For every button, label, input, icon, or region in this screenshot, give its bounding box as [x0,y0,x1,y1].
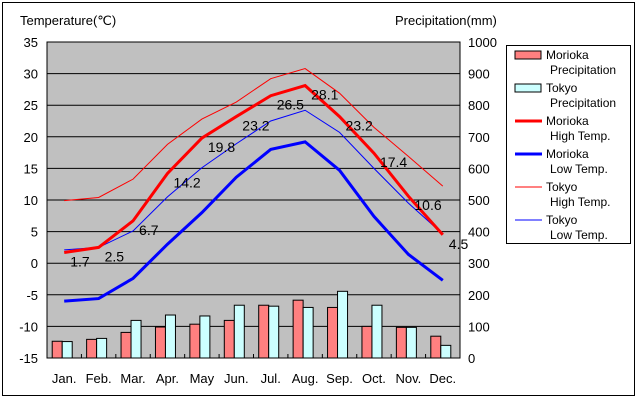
right-tick-label: 500 [468,193,490,208]
right-tick-label: 200 [468,288,490,303]
line-tokyo-high-temp- [64,67,444,202]
bar-tokyo-precipitation [268,305,280,359]
bar-tokyo-precipitation [164,314,176,359]
x-tick-label: Aug. [292,371,319,386]
legend-label: High Temp. [550,129,610,143]
bar-morioka-precipitation [292,299,304,359]
left-tick-label: 15 [24,161,38,176]
bar-tokyo-precipitation [199,315,211,359]
bar-tokyo-precipitation [96,337,108,359]
line-morioka-high-temp- [63,83,444,254]
data-label: 23.2 [242,118,269,134]
bar-morioka-precipitation [154,326,166,359]
x-tick-label: Apr. [156,371,179,386]
legend-label: Low Temp. [550,228,608,242]
data-label: 4.5 [449,236,469,252]
left-tick-label: 0 [31,256,38,271]
line-tokyo-low-temp- [64,109,444,251]
legend-label: High Temp. [550,195,610,209]
legend-label: Precipitation [550,96,616,110]
right-axis-title: Precipitation(mm) [395,13,497,28]
right-tick-label: 600 [468,161,490,176]
legend-label: Tokyo [546,81,578,95]
right-tick-label: 400 [468,225,490,240]
bar-morioka-precipitation [361,325,373,359]
bar-morioka-precipitation [395,326,407,359]
bar-morioka-precipitation [430,335,442,359]
x-tick-label: Sep. [326,371,353,386]
left-tick-label: -10 [19,319,38,334]
bar-morioka-precipitation [258,304,270,359]
legend-label: Morioka [546,114,589,128]
left-tick-label: -15 [19,351,38,366]
x-tick-label: Jul. [261,371,281,386]
data-label: 28.1 [311,87,338,103]
bar-tokyo-precipitation [440,344,452,359]
left-tick-label: 25 [24,98,38,113]
legend-label: Tokyo [546,213,578,227]
legend-swatch [514,50,542,60]
left-tick-label: 10 [24,193,38,208]
right-tick-label: 0 [468,351,475,366]
right-tick-label: 900 [468,67,490,82]
data-label: 19.8 [208,139,235,155]
x-tick-label: Oct. [362,371,386,386]
bar-morioka-precipitation [51,340,63,359]
bar-tokyo-precipitation [130,319,142,359]
legend-label: Tokyo [546,180,578,194]
data-label: 14.2 [173,174,200,190]
bar-morioka-precipitation [86,338,98,359]
data-label: 23.2 [346,118,373,134]
legend-box [506,45,631,244]
bar-morioka-precipitation [189,323,201,359]
data-label: 6.7 [139,222,159,238]
right-tick-label: 700 [468,130,490,145]
legend-label: Low Temp. [550,162,608,176]
right-tick-label: 1000 [468,35,497,50]
data-label: 2.5 [105,248,125,264]
data-label: 1.7 [70,253,90,269]
bar-morioka-precipitation [120,331,132,359]
x-tick-label: Feb. [86,371,112,386]
right-tick-label: 800 [468,98,490,113]
bar-tokyo-precipitation [61,341,73,359]
data-label: 10.6 [414,197,441,213]
left-tick-label: 5 [31,225,38,240]
bar-tokyo-precipitation [233,304,245,359]
legend-label: Morioka [546,48,589,62]
line-morioka-low-temp- [64,140,444,303]
legend-label: Morioka [546,147,589,161]
x-tick-label: Dec. [429,371,456,386]
x-tick-label: Jan. [52,371,77,386]
left-axis-title: Temperature(℃) [20,13,116,28]
x-tick-label: Mar. [120,371,145,386]
data-label: 26.5 [277,97,304,113]
bar-morioka-precipitation [327,306,339,359]
bar-tokyo-precipitation [371,304,383,359]
left-tick-label: 30 [24,67,38,82]
x-tick-label: Nov. [395,371,421,386]
left-tick-label: 35 [24,35,38,50]
right-tick-label: 300 [468,256,490,271]
bar-morioka-precipitation [223,319,235,359]
x-tick-label: Jun. [224,371,249,386]
left-tick-label: -5 [26,288,38,303]
left-tick-label: 20 [24,130,38,145]
bar-tokyo-precipitation [405,326,417,359]
legend-label: Precipitation [550,63,616,77]
data-label: 17.4 [380,154,407,170]
bar-tokyo-precipitation [337,290,349,359]
bar-tokyo-precipitation [302,306,314,359]
right-tick-label: 100 [468,319,490,334]
x-tick-label: May [190,371,215,386]
legend-swatch [514,83,542,93]
